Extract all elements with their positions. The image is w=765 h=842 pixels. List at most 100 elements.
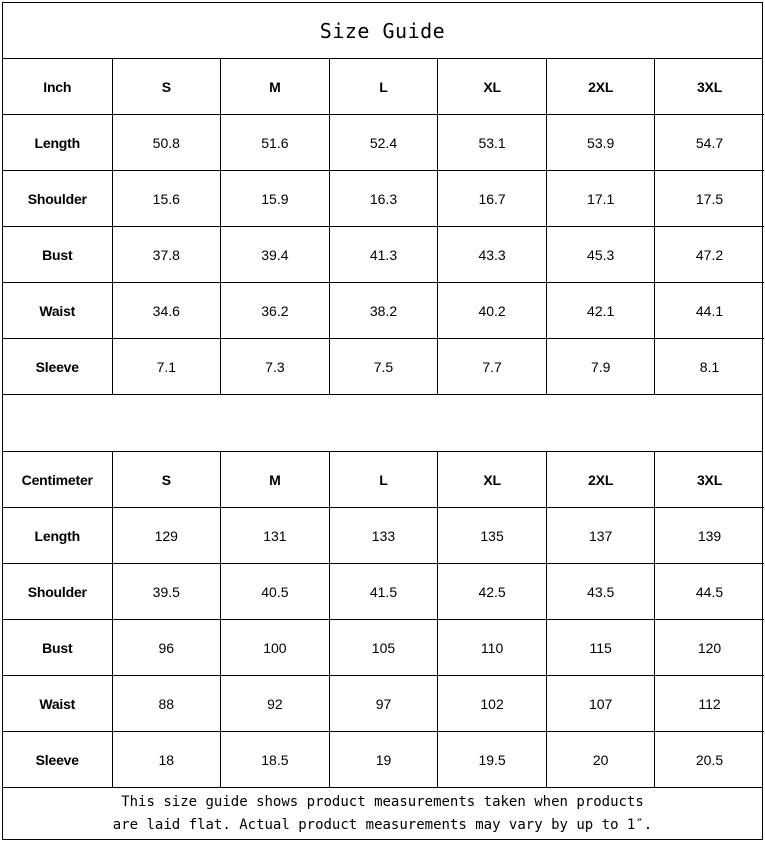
- row-label-waist: Waist: [3, 282, 113, 339]
- column-header-2xl: 2XL: [546, 59, 656, 115]
- cell-cm-bust-2xl: 115: [546, 619, 656, 676]
- table-row: Bust 37.8 39.4 41.3 43.3 45.3 47.2: [3, 226, 764, 283]
- cell-inch-bust-l: 41.3: [329, 226, 439, 283]
- size-guide-footer-note: This size guide shows product measuremen…: [3, 787, 762, 839]
- table-header-row: Centimeter S M L XL 2XL 3XL: [3, 452, 764, 508]
- cell-cm-waist-3xl: 112: [654, 675, 764, 732]
- cell-inch-bust-3xl: 47.2: [654, 226, 764, 283]
- cell-inch-shoulder-s: 15.6: [112, 170, 222, 227]
- cell-inch-length-s: 50.8: [112, 114, 222, 171]
- table-row: Bust 96 100 105 110 115 120: [3, 619, 764, 676]
- cell-cm-length-s: 129: [112, 507, 222, 564]
- table-row: Sleeve 18 18.5 19 19.5 20 20.5: [3, 731, 764, 787]
- cell-inch-bust-s: 37.8: [112, 226, 222, 283]
- cell-inch-waist-3xl: 44.1: [654, 282, 764, 339]
- cell-cm-waist-s: 88: [112, 675, 222, 732]
- cell-cm-bust-m: 100: [220, 619, 330, 676]
- row-label-length: Length: [3, 114, 113, 171]
- cell-cm-waist-2xl: 107: [546, 675, 656, 732]
- cell-inch-length-l: 52.4: [329, 114, 439, 171]
- cell-inch-shoulder-l: 16.3: [329, 170, 439, 227]
- cell-cm-waist-l: 97: [329, 675, 439, 732]
- cell-inch-shoulder-m: 15.9: [220, 170, 330, 227]
- cell-cm-length-2xl: 137: [546, 507, 656, 564]
- footer-note-line-2: are laid flat. Actual product measuremen…: [112, 816, 653, 833]
- cell-cm-length-3xl: 139: [654, 507, 764, 564]
- column-header-3xl: 3XL: [654, 452, 764, 508]
- table-row: Length 50.8 51.6 52.4 53.1 53.9 54.7: [3, 114, 764, 171]
- cell-inch-length-xl: 53.1: [437, 114, 547, 171]
- table-row: Shoulder 39.5 40.5 41.5 42.5 43.5 44.5: [3, 563, 764, 620]
- cell-inch-shoulder-3xl: 17.5: [654, 170, 764, 227]
- cell-inch-sleeve-2xl: 7.9: [546, 338, 656, 394]
- column-header-l: L: [329, 59, 439, 115]
- cell-inch-sleeve-s: 7.1: [112, 338, 222, 394]
- cell-inch-waist-l: 38.2: [329, 282, 439, 339]
- cell-inch-bust-2xl: 45.3: [546, 226, 656, 283]
- table-row: Length 129 131 133 135 137 139: [3, 507, 764, 564]
- cell-cm-length-l: 133: [329, 507, 439, 564]
- column-header-xl: XL: [437, 452, 547, 508]
- cell-cm-bust-xl: 110: [437, 619, 547, 676]
- cell-inch-bust-m: 39.4: [220, 226, 330, 283]
- page-title: Size Guide: [319, 18, 446, 43]
- cell-inch-waist-m: 36.2: [220, 282, 330, 339]
- cell-inch-sleeve-3xl: 8.1: [699, 358, 720, 375]
- unit-header-inch: Inch: [3, 59, 113, 115]
- cell-inch-waist-s: 34.6: [112, 282, 222, 339]
- column-header-s: S: [112, 59, 222, 115]
- column-header-l: L: [329, 452, 439, 508]
- cell-inch-waist-2xl: 42.1: [546, 282, 656, 339]
- cell-inch-length-2xl: 53.9: [546, 114, 656, 171]
- cell-cm-bust-3xl: 120: [654, 619, 764, 676]
- cell-inch-waist-xl: 40.2: [437, 282, 547, 339]
- cell-cm-sleeve-xl: 19.5: [437, 731, 547, 787]
- cell-cm-shoulder-3xl: 44.5: [654, 563, 764, 620]
- row-label-sleeve: Sleeve: [3, 731, 113, 787]
- cell-cm-shoulder-m: 40.5: [220, 563, 330, 620]
- cell-inch-length-3xl: 54.7: [654, 114, 764, 171]
- size-guide-title-row: Size Guide: [3, 3, 762, 59]
- row-label-length: Length: [3, 507, 113, 564]
- cell-cm-shoulder-2xl: 43.5: [546, 563, 656, 620]
- cell-inch-sleeve-xl: 7.7: [437, 338, 547, 394]
- cell-inch-sleeve-m: 7.3: [220, 338, 330, 394]
- inch-size-table: Inch S M L XL 2XL 3XL Length 50.8 51.6 5…: [3, 59, 764, 394]
- cell-cm-sleeve-3xl: 20.5: [695, 751, 724, 768]
- cell-inch-shoulder-xl: 16.7: [437, 170, 547, 227]
- cell-inch-shoulder-2xl: 17.1: [546, 170, 656, 227]
- table-header-row: Inch S M L XL 2XL 3XL: [3, 59, 764, 115]
- cell-inch-length-m: 51.6: [220, 114, 330, 171]
- row-label-shoulder: Shoulder: [3, 563, 113, 620]
- column-header-2xl: 2XL: [546, 452, 656, 508]
- row-label-bust: Bust: [3, 619, 113, 676]
- cell-cm-length-m: 131: [220, 507, 330, 564]
- column-header-s: S: [112, 452, 222, 508]
- centimeter-size-table: Centimeter S M L XL 2XL 3XL Length 129 1…: [3, 452, 764, 787]
- column-header-m: M: [220, 452, 330, 508]
- cell-cm-sleeve-l: 19: [329, 731, 439, 787]
- cell-inch-sleeve-l: 7.5: [329, 338, 439, 394]
- cell-cm-sleeve-2xl: 20: [546, 731, 656, 787]
- table-row: Sleeve 7.1 7.3 7.5 7.7 7.9 8.1: [3, 338, 764, 394]
- cell-cm-waist-m: 92: [220, 675, 330, 732]
- cell-cm-bust-s: 96: [112, 619, 222, 676]
- table-row: Waist 34.6 36.2 38.2 40.2 42.1 44.1: [3, 282, 764, 339]
- row-label-sleeve: Sleeve: [3, 338, 113, 394]
- row-label-waist: Waist: [3, 675, 113, 732]
- cell-cm-sleeve-m: 18.5: [220, 731, 330, 787]
- cell-cm-shoulder-s: 39.5: [112, 563, 222, 620]
- column-header-xl: XL: [437, 59, 547, 115]
- cell-cm-length-xl: 135: [437, 507, 547, 564]
- table-spacer-row: [3, 394, 762, 452]
- cell-cm-bust-l: 105: [329, 619, 439, 676]
- row-label-bust: Bust: [3, 226, 113, 283]
- table-row: Shoulder 15.6 15.9 16.3 16.7 17.1 17.5: [3, 170, 764, 227]
- cell-cm-shoulder-l: 41.5: [329, 563, 439, 620]
- unit-header-centimeter: Centimeter: [3, 452, 113, 508]
- cell-cm-waist-xl: 102: [437, 675, 547, 732]
- row-label-shoulder: Shoulder: [3, 170, 113, 227]
- footer-note-line-1: This size guide shows product measuremen…: [121, 793, 644, 810]
- cell-cm-sleeve-s: 18: [112, 731, 222, 787]
